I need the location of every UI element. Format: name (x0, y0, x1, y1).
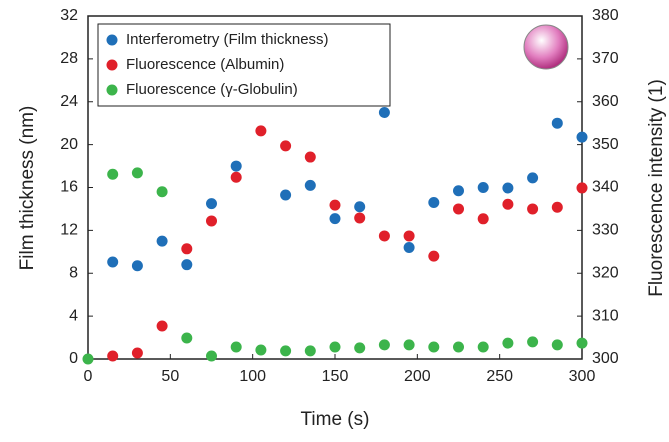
data-point (255, 125, 267, 137)
x-tick-label: 100 (239, 368, 266, 385)
data-point (107, 256, 119, 268)
data-point (403, 230, 415, 242)
data-point (354, 201, 366, 213)
data-point (378, 230, 390, 242)
data-point (453, 203, 464, 215)
data-point (329, 199, 341, 211)
data-point (403, 339, 415, 351)
data-point (329, 213, 341, 225)
y-axis-title: Film thickness (nm) (17, 106, 38, 271)
data-point (527, 203, 539, 215)
y2-tick-label: 360 (592, 93, 619, 110)
data-point (280, 345, 292, 357)
y-tick-label: 12 (60, 222, 78, 239)
y-tick-label: 32 (60, 7, 78, 24)
data-point (304, 151, 316, 163)
data-point (280, 140, 292, 152)
data-point (206, 198, 217, 210)
data-point (428, 250, 440, 262)
y2-tick-label: 340 (592, 179, 619, 196)
data-point (82, 353, 94, 365)
sphere-icon (523, 24, 569, 70)
data-point (181, 332, 193, 344)
y-tick-label: 0 (69, 350, 78, 367)
data-point (551, 201, 563, 213)
data-point (107, 350, 119, 362)
data-point (502, 198, 514, 210)
y2-tick-label: 310 (592, 307, 619, 324)
y-tick-label: 24 (60, 93, 78, 110)
data-point (230, 160, 242, 172)
legend-label: Fluorescence (γ-Globulin) (126, 81, 298, 98)
data-point (181, 259, 193, 271)
data-point (280, 189, 292, 201)
y2-tick-label: 300 (592, 350, 619, 367)
legend-label: Fluorescence (Albumin) (126, 56, 284, 73)
y2-tick-label: 320 (592, 264, 619, 281)
legend-box (97, 23, 391, 107)
y2-tick-label: 370 (592, 50, 619, 67)
data-point (453, 341, 464, 353)
data-point (453, 185, 464, 197)
data-point (329, 341, 341, 353)
data-point (551, 339, 563, 351)
data-point (428, 341, 440, 353)
y-tick-label: 20 (60, 136, 78, 153)
data-point (206, 215, 217, 227)
data-point (304, 179, 316, 191)
data-point (131, 260, 143, 272)
data-point (551, 117, 563, 129)
data-point (576, 182, 588, 194)
legend-marker (106, 84, 118, 96)
data-point (156, 186, 168, 198)
data-point (230, 171, 242, 183)
data-point (206, 350, 217, 362)
y2-tick-label: 380 (592, 7, 619, 24)
data-point (527, 336, 539, 348)
data-point (131, 167, 143, 179)
data-point (230, 341, 242, 353)
data-point (477, 182, 489, 193)
y2-axis-title: Fluorescence intensity (1) (646, 79, 667, 297)
data-point (576, 131, 588, 143)
legend-label: Interferometry (Film thickness) (126, 31, 329, 48)
x-tick-label: 150 (322, 368, 349, 385)
data-point (477, 213, 489, 225)
data-point (156, 235, 168, 247)
data-point (255, 344, 267, 356)
data-point (502, 337, 514, 349)
data-point (131, 347, 143, 359)
data-point (378, 339, 390, 351)
data-point (156, 320, 168, 332)
data-point (354, 212, 366, 224)
legend-marker (106, 59, 118, 71)
data-point (181, 243, 193, 255)
x-axis-title: Time (s) (301, 409, 370, 430)
x-tick-label: 300 (569, 368, 596, 385)
y-tick-label: 4 (69, 307, 78, 324)
data-point (107, 168, 119, 180)
data-point (304, 345, 316, 357)
data-point (354, 342, 366, 354)
data-point (403, 242, 415, 254)
y-tick-label: 8 (69, 264, 78, 281)
data-point (428, 197, 440, 209)
legend-marker (106, 34, 118, 46)
x-tick-label: 50 (161, 368, 179, 385)
y2-tick-label: 350 (592, 136, 619, 153)
data-point (576, 337, 588, 349)
x-tick-label: 200 (404, 368, 431, 385)
data-point (378, 106, 390, 118)
y-tick-label: 28 (60, 50, 78, 67)
data-point (477, 341, 489, 353)
data-point (502, 182, 514, 194)
y2-tick-label: 330 (592, 222, 619, 239)
data-point (527, 172, 539, 184)
y-tick-label: 16 (60, 179, 78, 196)
x-tick-label: 250 (486, 368, 513, 385)
x-tick-label: 0 (84, 368, 93, 385)
